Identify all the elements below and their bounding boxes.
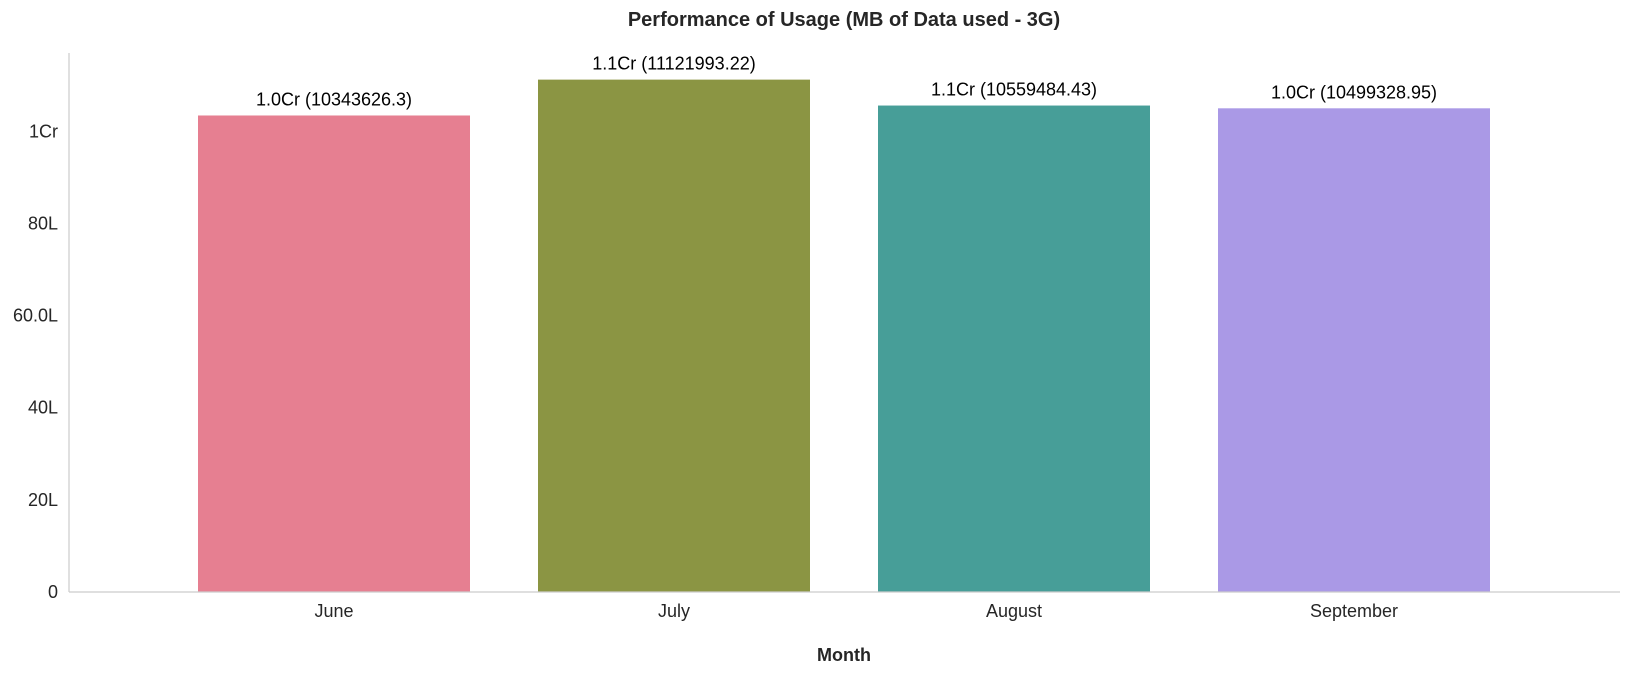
y-tick-label: 60.0L: [13, 306, 58, 326]
x-axis-ticks: June July August September: [314, 601, 1398, 621]
bars-layer: [198, 79, 1490, 593]
data-label-september: 1.0Cr (10499328.95): [1271, 82, 1437, 102]
x-axis-label: Month: [817, 645, 871, 665]
data-label-june: 1.0Cr (10343626.3): [256, 89, 412, 109]
bar-august: [878, 105, 1150, 593]
data-labels-layer: 1.0Cr (10343626.3) 1.1Cr (11121993.22) 1.1…: [256, 54, 1437, 110]
x-tick-label-september: September: [1310, 601, 1398, 621]
x-tick-label-june: June: [314, 601, 353, 621]
y-tick-label: 40L: [28, 398, 58, 418]
x-tick-label-august: August: [986, 601, 1042, 621]
data-label-august: 1.1Cr (10559484.43): [931, 80, 1097, 100]
chart-title: Performance of Usage (MB of Data used - …: [628, 9, 1060, 31]
y-tick-label: 1Cr: [29, 121, 58, 141]
bar-september: [1218, 108, 1490, 593]
x-tick-label-july: July: [658, 601, 690, 621]
y-tick-label: 0: [48, 582, 58, 602]
bar-july: [538, 79, 810, 593]
y-tick-label: 80L: [28, 213, 58, 233]
y-axis-ticks: 0 20L 40L 60.0L 80L 1Cr: [13, 121, 58, 602]
data-label-july: 1.1Cr (11121993.22): [592, 54, 755, 74]
bar-june: [198, 115, 470, 592]
y-tick-label: 20L: [28, 490, 58, 510]
